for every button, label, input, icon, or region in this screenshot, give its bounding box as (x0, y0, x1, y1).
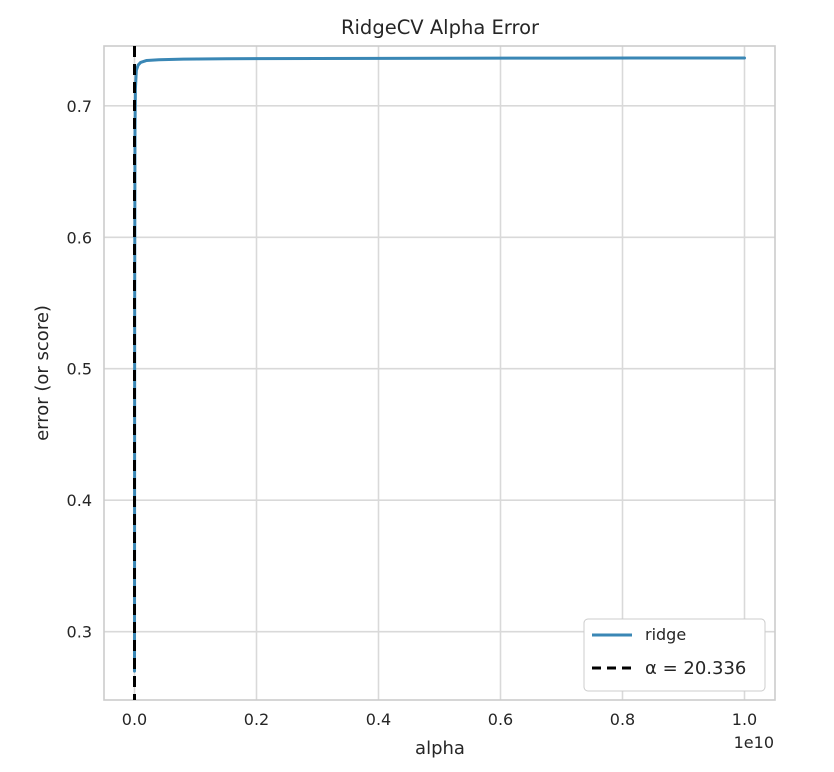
y-tick-label: 0.4 (67, 491, 92, 510)
x-axis-offset-text: 1e10 (734, 733, 774, 752)
x-tick-label: 1.0 (732, 710, 757, 729)
legend-label-ridge: ridge (645, 625, 686, 644)
chart-title: RidgeCV Alpha Error (341, 16, 540, 39)
y-tick-labels: 0.3 0.4 0.5 0.6 0.7 (67, 97, 92, 642)
y-tick-label: 0.3 (67, 623, 92, 642)
legend: ridge α = 20.336 (583, 618, 766, 692)
x-tick-label: 0.0 (122, 710, 147, 729)
axes-frame (103, 45, 776, 701)
x-tick-label: 0.4 (366, 710, 391, 729)
legend-label-alpha: α = 20.336 (645, 658, 746, 679)
y-tick-label: 0.6 (67, 228, 92, 247)
x-tick-label: 0.2 (244, 710, 269, 729)
plot-lines (133, 46, 746, 700)
x-axis-label: alpha (415, 738, 465, 759)
x-tick-label: 0.8 (610, 710, 635, 729)
y-tick-label: 0.7 (67, 97, 92, 116)
y-tick-label: 0.5 (67, 360, 92, 379)
legend-box (583, 618, 766, 692)
grid (104, 46, 775, 700)
series-line-ridge (133, 56, 746, 673)
y-axis-label: error (or score) (32, 305, 53, 441)
x-tick-label: 0.6 (488, 710, 513, 729)
axes-border (103, 45, 776, 701)
x-tick-labels: 0.0 0.2 0.4 0.6 0.8 1.0 (122, 710, 757, 729)
